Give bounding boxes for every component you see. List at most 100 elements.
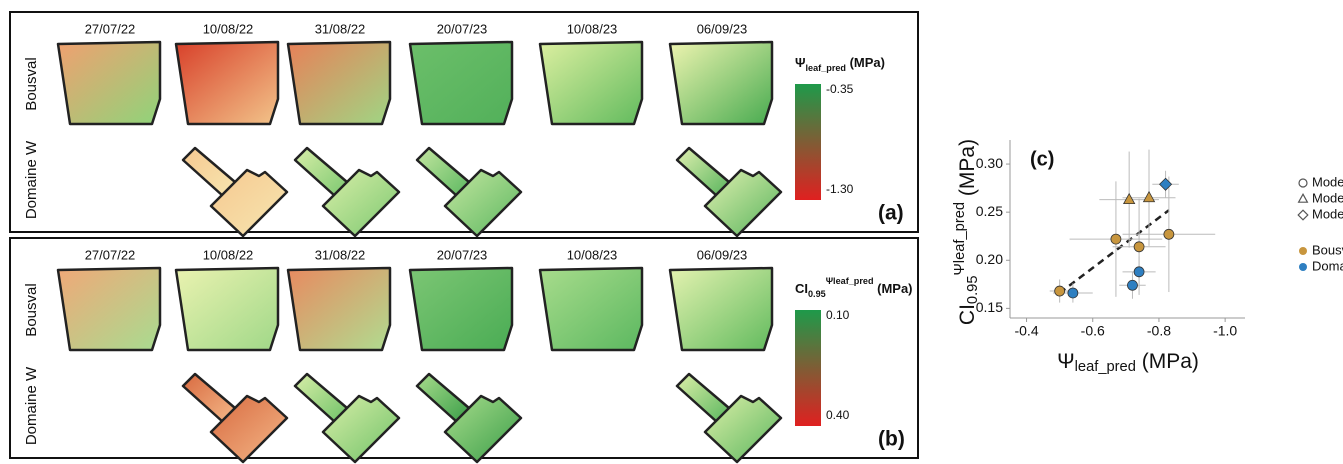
field-map: [443, 168, 523, 238]
field-map-group: [675, 372, 783, 464]
legend-label: Model 3: [1312, 206, 1343, 221]
x-tick-label: -1.0: [1213, 323, 1237, 339]
date-label: 10/08/22: [203, 21, 254, 36]
field-map: [408, 40, 514, 126]
row-label: Domaine W: [23, 366, 40, 445]
field-map: [209, 394, 289, 464]
row-label: Bousval: [23, 283, 40, 336]
legend-label: Domaine W: [1312, 258, 1343, 273]
date-label: 31/08/22: [315, 247, 366, 262]
legend-symbol: [1298, 178, 1308, 188]
point: [1127, 279, 1138, 291]
field-map: [56, 266, 162, 352]
date-label: 20/07/23: [437, 21, 488, 36]
panel-label: (b): [878, 428, 905, 451]
point: [1067, 287, 1079, 299]
point: [1133, 241, 1145, 253]
row-label: Domaine W: [23, 140, 40, 219]
field-map: [668, 40, 774, 126]
legend-symbol: [1297, 209, 1309, 221]
legend-title-part: Ψ: [795, 55, 806, 70]
legend-label: Bousval: [1312, 242, 1343, 257]
point: [1054, 285, 1066, 297]
y-axis-title-part: Ψleaf_pred: [952, 202, 968, 276]
legend-symbol: [1297, 192, 1309, 203]
y-tick-label: 0.25: [976, 203, 1003, 219]
y-axis-title-part: CI: [956, 304, 979, 325]
field-map: [538, 266, 644, 352]
field-map: [703, 394, 783, 464]
x-axis-title-part: (MPa): [1136, 350, 1199, 373]
colorbar-label: 0.40: [826, 408, 850, 422]
colorbar-label: -1.30: [826, 182, 854, 196]
field-map-group: [293, 146, 401, 238]
field-map-group: [293, 372, 401, 464]
y-axis-title-part: 0.95: [965, 275, 981, 304]
legend-title: CI0.95Ψleaf_pred (MPa): [795, 276, 913, 299]
point: [1158, 177, 1173, 191]
field-map-group: [181, 372, 289, 464]
panel-frame: [9, 11, 919, 233]
field-map: [443, 394, 523, 464]
legend-title-part: (MPa): [846, 55, 885, 70]
field-map: [286, 40, 392, 126]
date-label: 10/08/22: [203, 247, 254, 262]
field-map: [174, 266, 280, 352]
colorbar: [795, 310, 821, 426]
legend-title-part: (MPa): [874, 281, 913, 296]
field-map: [321, 394, 401, 464]
date-label: 10/08/23: [567, 247, 618, 262]
y-tick-label: 0.30: [976, 155, 1003, 171]
field-map: [56, 40, 162, 126]
date-label: 31/08/22: [315, 21, 366, 36]
legend-label: Model 2: [1312, 190, 1343, 205]
point: [1133, 266, 1145, 278]
x-axis-title: Ψleaf_pred (MPa): [1057, 350, 1199, 375]
field-map: [408, 266, 514, 352]
point: [1122, 192, 1136, 205]
y-axis-title: CI0.95Ψleaf_pred (MPa): [952, 139, 981, 325]
point: [1142, 190, 1156, 203]
field-map: [668, 266, 774, 352]
field-map-group: [415, 372, 523, 464]
point: [1163, 228, 1175, 240]
colorbar: [795, 84, 821, 200]
field-map: [703, 168, 783, 238]
x-axis-title-part: leaf_pred: [1075, 359, 1136, 375]
legend-title-part: CI: [795, 281, 808, 296]
x-tick-label: -0.4: [1014, 323, 1038, 339]
field-map: [286, 266, 392, 352]
colorbar-label: 0.10: [826, 308, 850, 322]
legend-title-part: 0.95: [808, 289, 826, 299]
date-label: 06/09/23: [697, 247, 748, 262]
x-tick-label: -0.6: [1081, 323, 1105, 339]
date-label: 27/07/22: [85, 247, 136, 262]
row-label: Bousval: [23, 57, 40, 110]
x-tick-label: -0.8: [1147, 323, 1171, 339]
panel-label: (c): [1030, 148, 1054, 170]
field-map: [174, 40, 280, 126]
x-axis-title-part: Ψ: [1057, 350, 1075, 373]
field-map: [321, 168, 401, 238]
point: [1110, 233, 1122, 245]
panel-frame: [9, 237, 919, 459]
legend-symbol: [1299, 247, 1307, 255]
trend-line: [1058, 209, 1170, 294]
y-tick-label: 0.15: [976, 299, 1003, 315]
date-label: 20/07/23: [437, 247, 488, 262]
field-map-group: [415, 146, 523, 238]
field-map-group: [675, 146, 783, 238]
legend-title-part: Ψleaf_pred: [826, 276, 874, 286]
field-map: [209, 168, 289, 238]
legend-label: Model 1: [1312, 174, 1343, 189]
legend-title-part: leaf_pred: [806, 63, 846, 73]
legend-symbol: [1299, 263, 1307, 271]
legend-title: Ψleaf_pred (MPa): [795, 55, 885, 73]
date-label: 10/08/23: [567, 21, 618, 36]
field-map-group: [181, 146, 289, 238]
date-label: 06/09/23: [697, 21, 748, 36]
y-axis-title-part: (MPa): [956, 139, 979, 202]
date-label: 27/07/22: [85, 21, 136, 36]
y-tick-label: 0.20: [976, 251, 1003, 267]
